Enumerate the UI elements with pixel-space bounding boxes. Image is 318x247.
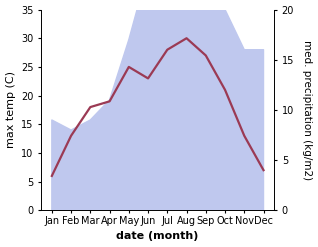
Y-axis label: max temp (C): max temp (C) — [5, 71, 16, 148]
X-axis label: date (month): date (month) — [116, 231, 199, 242]
Y-axis label: med. precipitation (kg/m2): med. precipitation (kg/m2) — [302, 40, 313, 180]
